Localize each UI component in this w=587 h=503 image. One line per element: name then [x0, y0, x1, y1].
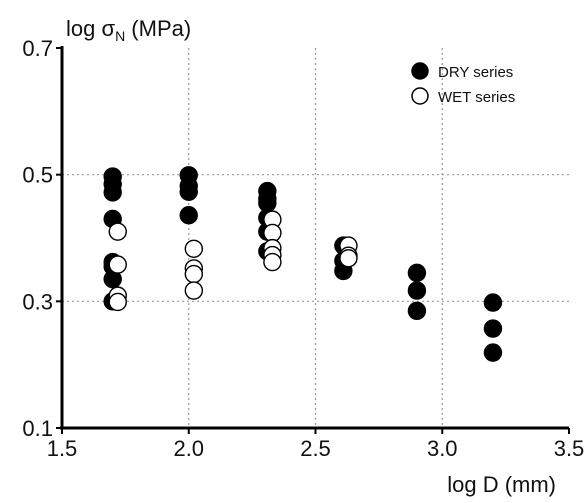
legend-dry-marker — [411, 62, 429, 80]
wet-data-point — [184, 264, 204, 284]
x-axis-title: log D (mm) — [447, 472, 556, 497]
x-tick-label: 1.5 — [47, 436, 78, 461]
x-tick-label: 2.5 — [300, 436, 331, 461]
x-tick-label: 3.0 — [427, 436, 458, 461]
wet-data-point — [184, 281, 204, 300]
wet-data-point — [108, 222, 127, 241]
wet-data-point — [108, 255, 127, 274]
y-tick-label: 0.1 — [22, 416, 53, 441]
y-tick-label: 0.5 — [22, 163, 53, 188]
dry-data-point — [483, 293, 503, 312]
legend-wet-marker — [411, 87, 429, 105]
y-axis-title: log σN (MPa) — [66, 16, 191, 44]
dry-data-point — [179, 205, 198, 225]
y-tick-label: 0.3 — [22, 289, 53, 314]
legend-dry-label: DRY series — [438, 64, 513, 81]
wet-data-point — [263, 223, 282, 243]
data-points — [103, 166, 503, 362]
x-tick-label: 2.0 — [173, 436, 204, 461]
wet-data-point — [108, 292, 127, 312]
x-tick-label: 3.5 — [554, 436, 585, 461]
y-axis-title-unit: (MPa) — [125, 16, 191, 41]
y-axis-title-subscript: N — [115, 28, 125, 44]
y-tick-label: 0.7 — [22, 36, 53, 61]
grid-lines — [62, 48, 569, 428]
dry-data-point — [407, 263, 427, 283]
axes — [56, 46, 570, 434]
y-axis-title-main: log σ — [66, 16, 115, 41]
tick-labels: 0.1 0.3 0.5 0.7 1.5 2.0 2.5 3.0 3.5 — [22, 36, 584, 461]
dry-data-point — [407, 281, 427, 300]
dry-data-point — [483, 343, 503, 362]
wet-data-point — [339, 249, 358, 268]
dry-data-point — [483, 319, 503, 338]
dry-data-point — [179, 182, 198, 201]
wet-data-point — [184, 239, 204, 258]
wet-data-point — [263, 252, 282, 272]
legend: DRY series WET series — [411, 62, 515, 106]
dry-data-point — [103, 183, 122, 202]
wet-series-points — [108, 210, 358, 312]
legend-wet-label: WET series — [438, 89, 515, 106]
dry-data-point — [407, 301, 427, 321]
